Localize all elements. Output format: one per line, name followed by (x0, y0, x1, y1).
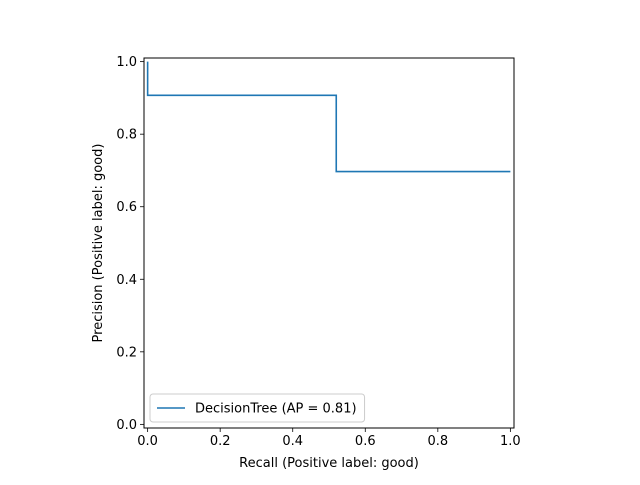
y-tick-label: 0.4 (116, 273, 137, 288)
y-tick-label: 0.6 (116, 200, 137, 215)
x-tick-label: 0.8 (427, 434, 448, 449)
x-tick-label: 0.0 (137, 434, 158, 449)
axis-ticks: 0.0 0.2 0.4 0.6 0.8 1.0 0.0 0.2 0.4 0.6 0.8 1.0 (116, 55, 520, 449)
y-tick-label: 1.0 (116, 55, 137, 70)
x-tick-label: 0.4 (282, 434, 303, 449)
y-tick-label: 0.8 (116, 128, 137, 143)
x-tick-label: 0.6 (355, 434, 376, 449)
chart-marks (146, 61, 511, 173)
x-tick-label: 1.0 (500, 434, 521, 449)
x-axis-label: Recall (Positive label: good) (239, 456, 419, 471)
legend-label: DecisionTree (AP = 0.81) (195, 402, 357, 417)
series-line-0 (146, 61, 511, 173)
y-axis-label: Precision (Positive label: good) (91, 144, 106, 343)
y-tick-label: 0.0 (116, 418, 137, 433)
legend-box (149, 393, 366, 423)
x-tick-label: 0.2 (210, 434, 231, 449)
legend: DecisionTree (AP = 0.81) (149, 393, 366, 423)
y-tick-label: 0.2 (116, 345, 137, 360)
plot-frame (143, 57, 515, 429)
